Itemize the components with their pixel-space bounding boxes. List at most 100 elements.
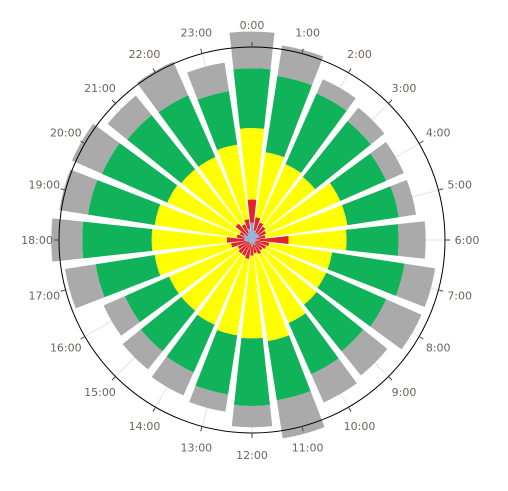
bar-segment[interactable] [247, 228, 252, 240]
bar-segment[interactable] [252, 239, 258, 241]
bar-segment[interactable] [59, 169, 98, 215]
bar-segment[interactable] [252, 240, 256, 246]
bar-segment[interactable] [239, 128, 265, 200]
bar-segment[interactable] [238, 242, 250, 254]
bar-segment[interactable] [264, 246, 327, 288]
bar-segment[interactable] [248, 240, 252, 244]
bar-segment[interactable] [248, 240, 252, 243]
bar-segment[interactable] [311, 358, 357, 403]
bar-segment[interactable] [247, 235, 252, 240]
bar-segment[interactable] [236, 234, 245, 239]
bar-segment[interactable] [250, 245, 254, 256]
bar-segment[interactable] [244, 219, 251, 230]
bar-segment[interactable] [254, 244, 262, 255]
bar-segment[interactable] [327, 252, 405, 296]
bar-segment[interactable] [250, 222, 254, 240]
bar-segment[interactable] [341, 329, 388, 376]
bar-segment[interactable] [241, 224, 249, 234]
bar-segment[interactable] [252, 240, 256, 244]
bar-segment[interactable] [257, 236, 289, 244]
bar-segment[interactable] [217, 144, 249, 221]
bar-segment[interactable] [233, 68, 271, 129]
bar-segment[interactable] [370, 299, 422, 350]
bar-segment[interactable] [288, 229, 347, 251]
bar-segment[interactable] [262, 176, 316, 230]
bar-segment[interactable] [265, 75, 313, 158]
bar-segment[interactable] [252, 235, 260, 240]
bar-segment[interactable] [122, 329, 163, 370]
bar-segment[interactable] [316, 79, 356, 111]
bar-segment[interactable] [288, 313, 339, 375]
bar-segment[interactable] [197, 254, 245, 325]
bar-segment[interactable] [250, 240, 252, 244]
bar-segment[interactable] [268, 242, 333, 270]
bar-segment[interactable] [258, 230, 267, 237]
bar-segment[interactable] [226, 237, 245, 243]
bar-segment[interactable] [187, 62, 229, 100]
bar-segment[interactable] [252, 233, 259, 240]
bar-segment[interactable] [390, 179, 417, 218]
bar-segment[interactable] [231, 405, 273, 428]
bar-segment[interactable] [264, 205, 348, 238]
bar-segment[interactable] [249, 240, 252, 244]
bar-segment[interactable] [244, 237, 252, 240]
bar-segment[interactable] [397, 221, 426, 259]
bar-segment[interactable] [244, 239, 252, 241]
bar-segment[interactable] [241, 243, 251, 256]
bar-segment[interactable] [302, 121, 371, 190]
bar-segment[interactable] [329, 153, 387, 202]
bar-segment[interactable] [127, 115, 196, 184]
bar-segment[interactable] [341, 186, 399, 226]
bar-segment[interactable] [124, 276, 179, 323]
bar-segment[interactable] [252, 240, 256, 243]
bar-segment[interactable] [103, 296, 140, 336]
bar-segment[interactable] [285, 93, 347, 174]
bar-segment[interactable] [347, 107, 385, 145]
bar-segment[interactable] [245, 243, 252, 260]
bar-segment[interactable] [370, 141, 404, 181]
bar-segment[interactable] [65, 264, 105, 309]
bar-segment[interactable] [234, 337, 270, 406]
bar-segment[interactable] [181, 250, 242, 311]
bar-segment[interactable] [317, 272, 387, 327]
bar-segment[interactable] [154, 204, 238, 238]
bar-segment[interactable] [253, 217, 261, 231]
bar-segment[interactable] [235, 223, 249, 237]
bar-segment[interactable] [151, 229, 228, 251]
bar-segment[interactable] [87, 179, 161, 225]
bar-segment[interactable] [259, 164, 302, 225]
bar-segment[interactable] [158, 95, 216, 167]
bar-segment[interactable] [217, 257, 250, 336]
bar-segment[interactable] [243, 234, 252, 240]
bar-segment[interactable] [276, 391, 325, 439]
bar-segment[interactable] [252, 238, 256, 240]
bar-segment[interactable] [252, 230, 256, 240]
bar-segment[interactable] [304, 292, 364, 352]
bar-segment[interactable] [82, 221, 153, 259]
bar-segment[interactable] [246, 240, 252, 243]
bar-segment[interactable] [247, 232, 252, 240]
bar-segment[interactable] [167, 185, 242, 235]
bar-segment[interactable] [239, 232, 245, 237]
bar-segment[interactable] [136, 61, 189, 113]
bar-segment[interactable] [260, 248, 317, 305]
bar-segment[interactable] [237, 241, 249, 250]
bar-segment[interactable] [166, 314, 215, 373]
bar-segment[interactable] [195, 329, 238, 395]
bar-segment[interactable] [189, 385, 229, 412]
bar-segment[interactable] [169, 246, 240, 294]
bar-segment[interactable] [252, 232, 257, 240]
bar-segment[interactable] [95, 255, 161, 298]
bar-segment[interactable] [255, 235, 266, 240]
bar-segment[interactable] [277, 45, 324, 86]
bar-segment[interactable] [231, 240, 247, 248]
bar-segment[interactable] [395, 263, 436, 307]
bar-segment[interactable] [198, 157, 245, 226]
bar-segment[interactable] [256, 226, 266, 236]
bar-segment[interactable] [252, 243, 257, 254]
bar-segment[interactable] [107, 95, 152, 140]
bar-segment[interactable] [264, 183, 341, 234]
bar-segment[interactable] [229, 31, 275, 70]
bar-segment[interactable] [254, 252, 289, 342]
bar-segment[interactable] [267, 335, 311, 401]
